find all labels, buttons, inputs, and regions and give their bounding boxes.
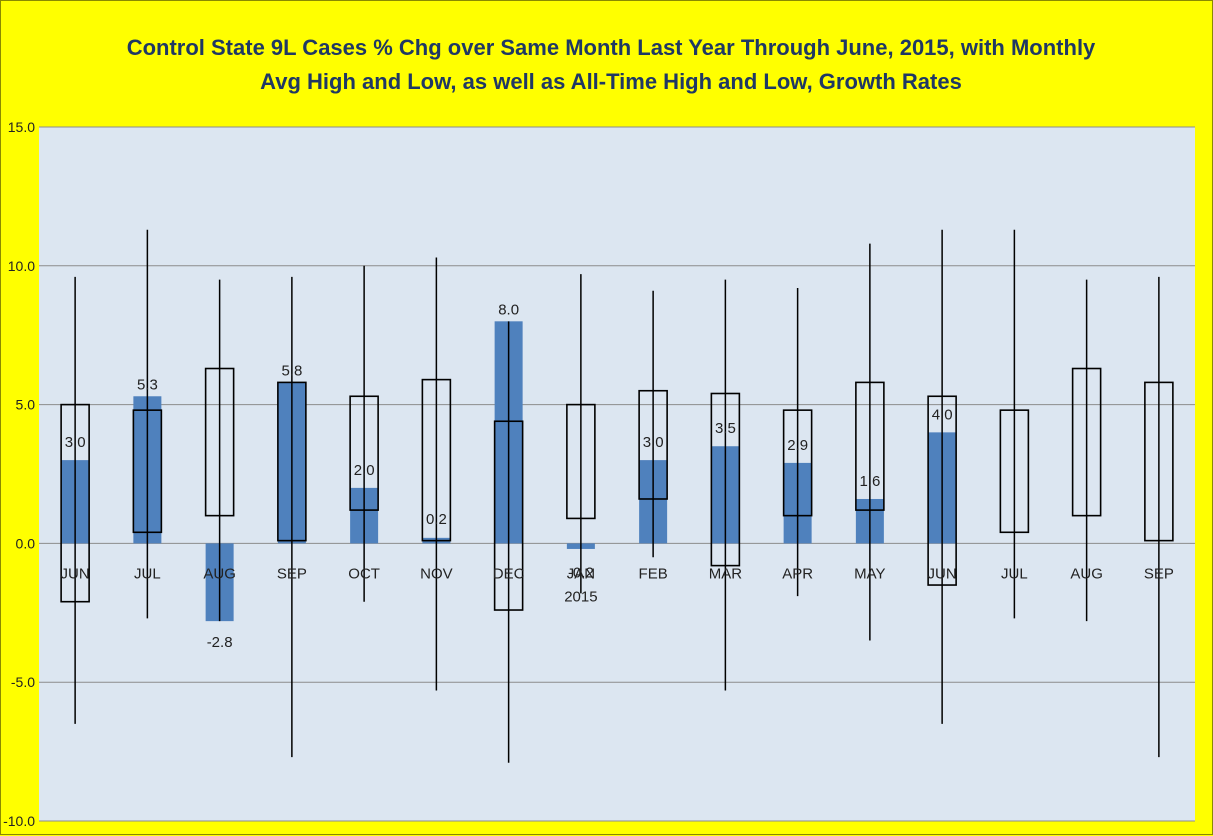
x-tick-label: JUN: [928, 565, 957, 582]
avg-high-low-box: [132, 409, 163, 534]
y-tick-label: -10.0: [3, 813, 35, 829]
x-tick-label: SEP: [1144, 565, 1174, 582]
data-label: 0.2: [426, 511, 447, 528]
x-tick-label: MAY: [854, 565, 885, 582]
data-label: 3.0: [643, 434, 664, 451]
avg-high-low-box: [638, 389, 668, 500]
data-label: 2.0: [354, 462, 375, 479]
x-tick-label: DEC: [493, 565, 525, 582]
avg-high-low-box: [927, 395, 957, 586]
data-label: 5.8: [281, 362, 302, 379]
y-tick-label: 5.0: [16, 397, 36, 413]
x-tick-label: OCT: [348, 565, 380, 582]
avg-high-low-box: [710, 392, 741, 567]
data-labels: 3.0 5.3 -2.8 5.8 2.0 0.2 8.0 -0.2 3.0 3.5 2.9 1.6 4.…: [65, 301, 953, 651]
x-tick-label: JUN: [61, 565, 90, 582]
y-tick-label: -5.0: [11, 674, 35, 690]
data-label: 3.5: [715, 420, 736, 437]
avg-high-low-box: [566, 403, 596, 520]
avg-high-low-box: [277, 381, 307, 542]
data-label: 4.0: [932, 406, 953, 423]
avg-high-low-box: [855, 381, 885, 511]
avg-high-low-box: [204, 367, 235, 517]
chart-title: Control State 9L Cases % Chg over Same M…: [126, 35, 1096, 94]
x-tick-label: SEP: [277, 565, 307, 582]
data-label: 2.9: [787, 437, 808, 454]
x-axis: JUN JUL AUG SEP OCT NOV DEC JAN 2015 FEB MAR APR MAY…: [61, 565, 1174, 605]
y-tick-label: 15.0: [8, 119, 35, 135]
avg-high-low-box: [999, 409, 1030, 534]
data-label: 3.0: [65, 434, 86, 451]
y-tick-label: 0.0: [16, 535, 36, 551]
avg-high-low-box: [1144, 381, 1174, 542]
data-label: -2.8: [207, 634, 233, 651]
avg-high-low-series: [60, 367, 1174, 611]
y-axis: -10.0 -5.0 0.0 5.0 10.0 15.0: [3, 119, 35, 829]
data-label: 1.6: [859, 473, 880, 490]
avg-high-low-box: [60, 403, 90, 603]
x-tick-label: JUL: [134, 565, 161, 582]
avg-high-low-box: [493, 420, 524, 611]
avg-high-low-box: [349, 395, 379, 511]
all-time-high-low-series: [74, 229, 1160, 763]
data-label: 8.0: [498, 301, 519, 318]
avg-high-low-box: [782, 409, 813, 517]
x-tick-label: JUL: [1001, 565, 1028, 582]
x-tick-label: APR: [782, 565, 813, 582]
x-tick-label: FEB: [639, 565, 668, 582]
avg-high-low-box: [421, 378, 452, 542]
x-tick-label: NOV: [420, 565, 453, 582]
data-label: -0.2: [568, 564, 594, 581]
data-label: 5.3: [137, 376, 158, 393]
avg-high-low-box: [1071, 367, 1102, 517]
y-tick-label: 10.0: [8, 258, 35, 274]
x-tick-label: AUG: [1070, 565, 1103, 582]
plot-area: [39, 127, 1195, 821]
x-tick-label: JAN: [567, 565, 595, 582]
x-tick-label: 2015: [564, 588, 597, 605]
x-tick-label: AUG: [203, 565, 236, 582]
x-tick-label: MAR: [709, 565, 743, 582]
